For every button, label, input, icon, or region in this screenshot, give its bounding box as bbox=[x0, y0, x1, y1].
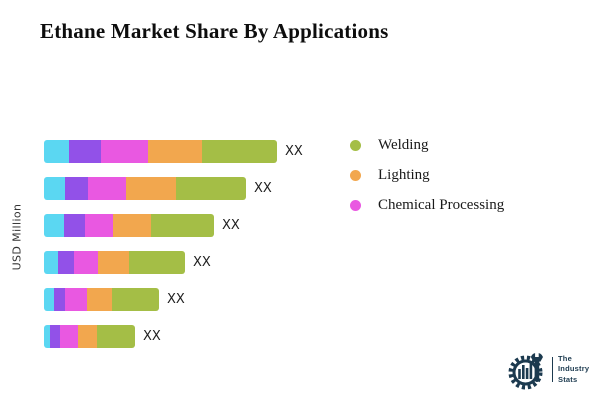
bar-segment-unlabeled-cyan bbox=[44, 140, 69, 163]
stacked-bar bbox=[44, 325, 135, 348]
bar-row: XX bbox=[44, 251, 303, 274]
bar-segment-chemical-processing bbox=[85, 214, 113, 237]
bar-segment-welding bbox=[176, 177, 246, 200]
legend-item-lighting: Lighting bbox=[350, 165, 504, 185]
bar-value-label: XX bbox=[193, 255, 211, 270]
bar-row: XX bbox=[44, 177, 303, 200]
bar-segment-welding bbox=[129, 251, 185, 274]
bar-segment-chemical-processing bbox=[101, 140, 148, 163]
y-axis-label: USD Million bbox=[10, 203, 24, 271]
bar-row: XX bbox=[44, 214, 303, 237]
legend-label: Chemical Processing bbox=[378, 196, 505, 213]
gear-wrench-icon bbox=[508, 350, 543, 390]
bar-value-label: XX bbox=[254, 181, 272, 196]
bar-segment-lighting bbox=[98, 251, 129, 274]
legend-item-chemical-processing: Chemical Processing bbox=[350, 195, 504, 215]
bar-segment-unlabeled-purple bbox=[58, 251, 74, 274]
bar-value-label: XX bbox=[143, 329, 161, 344]
bar-segment-unlabeled-purple bbox=[64, 214, 85, 237]
bar-segment-welding bbox=[112, 288, 159, 311]
bar-segment-unlabeled-purple bbox=[54, 288, 65, 311]
logo-line-3: Stats bbox=[558, 374, 578, 384]
bar-segment-lighting bbox=[87, 288, 112, 311]
bar-segment-unlabeled-purple bbox=[65, 177, 88, 200]
bar-segment-unlabeled-cyan bbox=[44, 251, 58, 274]
bar-row: XX bbox=[44, 325, 303, 348]
bar-segment-lighting bbox=[126, 177, 176, 200]
bar-chart: XX XX XX XX XX XX bbox=[44, 140, 303, 362]
bar-segment-chemical-processing bbox=[60, 325, 78, 348]
bar-segment-welding bbox=[97, 325, 135, 348]
bar-segment-welding bbox=[151, 214, 214, 237]
bar-segment-lighting bbox=[148, 140, 202, 163]
bar-row: XX bbox=[44, 140, 303, 163]
legend-label: Welding bbox=[378, 136, 429, 153]
bar-value-label: XX bbox=[167, 292, 185, 307]
bar-segment-lighting bbox=[113, 214, 151, 237]
legend-item-welding: Welding bbox=[350, 135, 504, 155]
bar-segment-unlabeled-purple bbox=[50, 325, 60, 348]
bar-segment-unlabeled-cyan bbox=[44, 177, 65, 200]
logo-text: The Industry Stats bbox=[558, 354, 589, 386]
stacked-bar bbox=[44, 251, 185, 274]
legend-dot-icon bbox=[350, 169, 361, 181]
bar-segment-lighting bbox=[78, 325, 97, 348]
bar-value-label: XX bbox=[285, 144, 303, 159]
bar-segment-unlabeled-cyan bbox=[44, 325, 50, 348]
bar-value-label: XX bbox=[222, 218, 240, 233]
logo-line-1: The bbox=[558, 353, 572, 363]
bar-row: XX bbox=[44, 288, 303, 311]
stacked-bar bbox=[44, 214, 214, 237]
legend-label: Lighting bbox=[378, 166, 430, 183]
bar-segment-chemical-processing bbox=[65, 288, 87, 311]
bar-segment-unlabeled-cyan bbox=[44, 214, 64, 237]
bar-segment-chemical-processing bbox=[74, 251, 98, 274]
stacked-bar bbox=[44, 140, 277, 163]
logo-line-2: Industry bbox=[558, 364, 590, 374]
bar-segment-unlabeled-cyan bbox=[44, 288, 54, 311]
page-title: Ethane Market Share By Applications bbox=[40, 19, 389, 43]
bar-segment-chemical-processing bbox=[88, 177, 126, 200]
legend-dot-icon bbox=[350, 199, 361, 211]
bar-segment-welding bbox=[202, 140, 277, 163]
stacked-bar bbox=[44, 288, 159, 311]
legend-dot-icon bbox=[350, 139, 361, 151]
legend: Welding Lighting Chemical Processing bbox=[350, 135, 504, 225]
bar-segment-unlabeled-purple bbox=[69, 140, 101, 163]
stacked-bar bbox=[44, 177, 246, 200]
logo-divider bbox=[552, 357, 553, 382]
brand-logo: The Industry Stats bbox=[508, 348, 589, 391]
